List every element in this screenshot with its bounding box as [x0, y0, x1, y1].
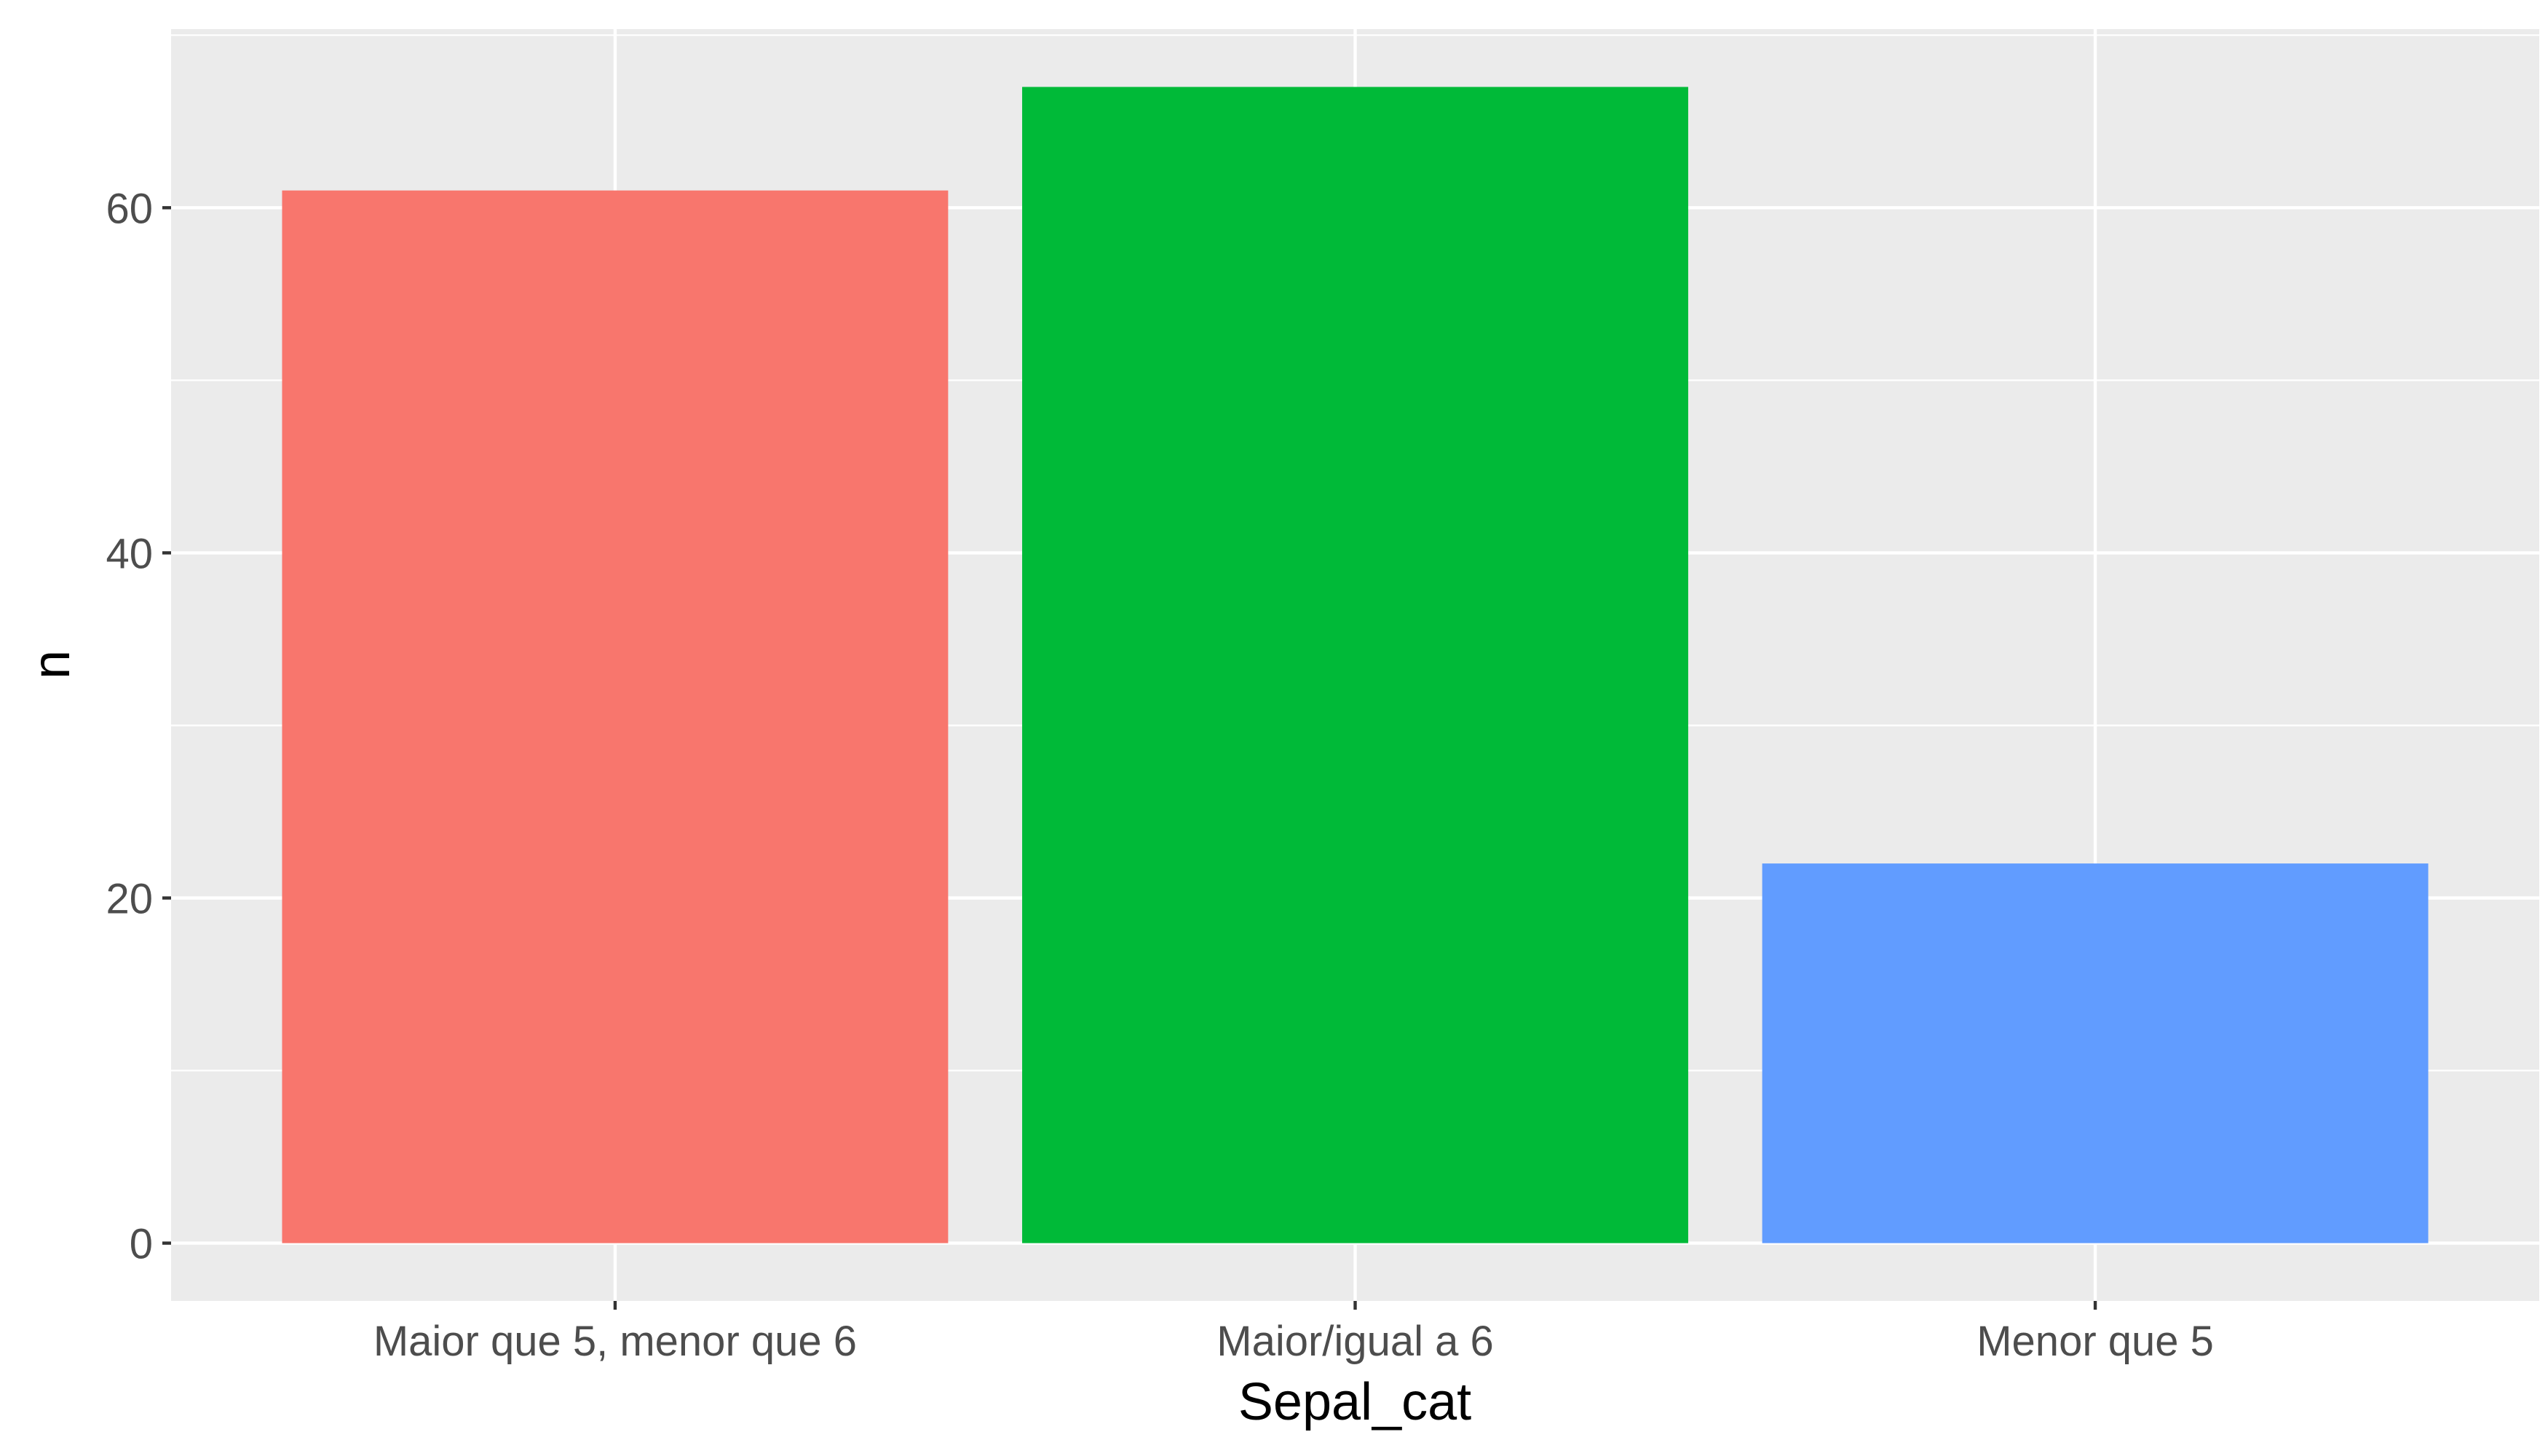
- x-axis: Maior que 5, menor que 6 Maior/igual a 6 M…: [373, 1301, 2214, 1365]
- x-axis-title: Sepal_cat: [1238, 1373, 1471, 1431]
- x-tick-label: Maior que 5, menor que 6: [373, 1318, 857, 1365]
- bar: [1022, 87, 1688, 1243]
- y-tick-label: 0: [130, 1221, 153, 1268]
- y-tick-label: 40: [106, 530, 153, 577]
- bar: [282, 190, 949, 1243]
- y-axis: 0 20 40 60: [106, 185, 171, 1268]
- x-tick-label: Menor que 5: [1977, 1318, 2214, 1365]
- y-tick-label: 60: [106, 185, 153, 232]
- y-axis-title: n: [23, 650, 81, 679]
- x-tick-label: Maior/igual a 6: [1216, 1318, 1493, 1365]
- bars: [282, 87, 2429, 1243]
- bar: [1762, 863, 2429, 1243]
- y-tick-label: 20: [106, 876, 153, 923]
